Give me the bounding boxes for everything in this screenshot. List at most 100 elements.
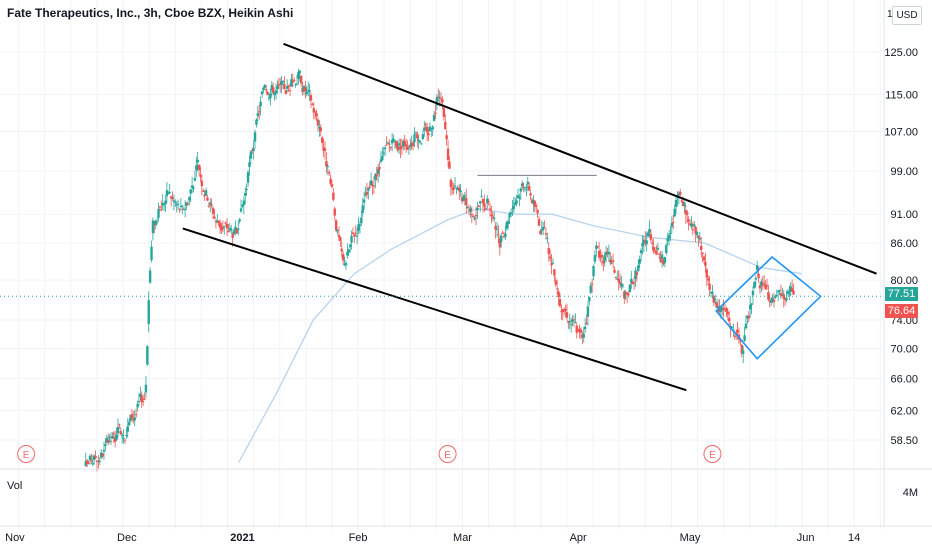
- candle-body: [294, 84, 297, 86]
- candle-body: [442, 107, 446, 117]
- candle-body: [512, 205, 516, 210]
- candle-body: [171, 197, 174, 199]
- candle-body: [109, 440, 113, 442]
- candle-body: [266, 92, 269, 96]
- candle-body: [550, 262, 553, 266]
- candle-body: [711, 291, 714, 294]
- candle-body: [312, 108, 315, 113]
- candle-body: [403, 140, 406, 145]
- candle-body: [502, 236, 506, 238]
- candle-body: [448, 161, 451, 169]
- candle-body: [504, 233, 507, 237]
- candle-body: [621, 285, 625, 287]
- candle-body: [736, 330, 739, 333]
- candle-body: [624, 293, 627, 295]
- candle-body: [146, 346, 149, 365]
- candle-body: [721, 308, 724, 310]
- candle-body: [677, 193, 681, 196]
- volume-tick-label: 4M: [903, 487, 918, 499]
- candle-body: [115, 434, 118, 440]
- candle-body: [190, 185, 194, 188]
- candle-body: [743, 335, 746, 341]
- candle-body: [754, 278, 757, 280]
- candle-body: [348, 244, 352, 248]
- y-tick-label: 80.00: [890, 275, 918, 287]
- candle-body: [251, 150, 254, 152]
- candle-body: [656, 247, 660, 250]
- candle-body: [486, 198, 489, 204]
- candle-body: [649, 234, 653, 240]
- candle-body: [700, 245, 703, 250]
- candle-body: [618, 282, 622, 284]
- candle-body: [153, 223, 156, 226]
- candle-body: [593, 255, 597, 262]
- candle-body: [116, 427, 120, 434]
- candle-body: [764, 284, 767, 289]
- candle-body: [642, 239, 646, 244]
- candle-body: [118, 424, 121, 426]
- candle-body: [309, 95, 313, 101]
- candle-body: [514, 202, 517, 206]
- candle-body: [686, 212, 689, 215]
- candle-body: [133, 417, 136, 421]
- candle-body: [372, 185, 376, 187]
- candle-body: [645, 240, 648, 245]
- candle-body: [726, 312, 730, 315]
- candle-body: [160, 209, 163, 211]
- candle-body: [596, 246, 599, 248]
- candle-body: [456, 187, 460, 190]
- candle-body: [783, 298, 787, 301]
- candle-body: [411, 142, 415, 147]
- candle-body: [234, 226, 237, 231]
- candle-body: [305, 91, 308, 95]
- candle-body: [365, 191, 369, 195]
- candle-body: [221, 227, 225, 229]
- candle-body: [99, 452, 103, 458]
- currency-unit-button[interactable]: USD: [892, 6, 922, 25]
- candle-body: [319, 127, 322, 132]
- x-tick-label: Apr: [570, 532, 587, 544]
- candle-body: [85, 460, 89, 464]
- candle-body: [430, 128, 433, 130]
- candle-body: [679, 191, 682, 195]
- candle-body: [655, 251, 658, 255]
- earnings-marker: [17, 445, 36, 463]
- x-tick-label: 14: [848, 532, 860, 544]
- candle-body: [532, 199, 535, 204]
- candle-body: [623, 291, 626, 299]
- candle-body: [255, 119, 258, 125]
- candle-body: [167, 192, 170, 194]
- candle-body: [185, 202, 188, 206]
- candle-body: [291, 81, 295, 83]
- candle-body: [708, 283, 711, 290]
- candle-body: [311, 103, 314, 105]
- candle-body: [522, 186, 525, 188]
- candle-body: [635, 272, 639, 275]
- candle-body: [746, 315, 749, 319]
- candle-body: [779, 293, 783, 297]
- y-tick-label: 125.00: [884, 47, 918, 59]
- candle-body: [195, 165, 198, 171]
- candle-body: [108, 437, 111, 439]
- candle-body: [673, 208, 676, 217]
- candle-body: [481, 198, 485, 204]
- candle-body: [646, 232, 650, 236]
- candle-body: [154, 220, 157, 226]
- candle-body: [500, 235, 503, 243]
- candle-body: [176, 203, 180, 205]
- candle-body: [126, 426, 129, 432]
- candle-body: [165, 190, 169, 197]
- candle-body: [723, 308, 727, 310]
- channel-lower-trendline: [182, 227, 687, 392]
- candle-body: [562, 310, 566, 312]
- candle-body: [106, 439, 110, 444]
- candle-body: [470, 213, 474, 215]
- candle-body: [140, 395, 143, 403]
- candle-body: [627, 294, 630, 296]
- candle-body: [541, 226, 545, 231]
- candle-body: [129, 414, 132, 421]
- candle-body: [509, 212, 513, 214]
- candle-body: [574, 321, 577, 323]
- y-tick-label: 62.00: [890, 405, 918, 417]
